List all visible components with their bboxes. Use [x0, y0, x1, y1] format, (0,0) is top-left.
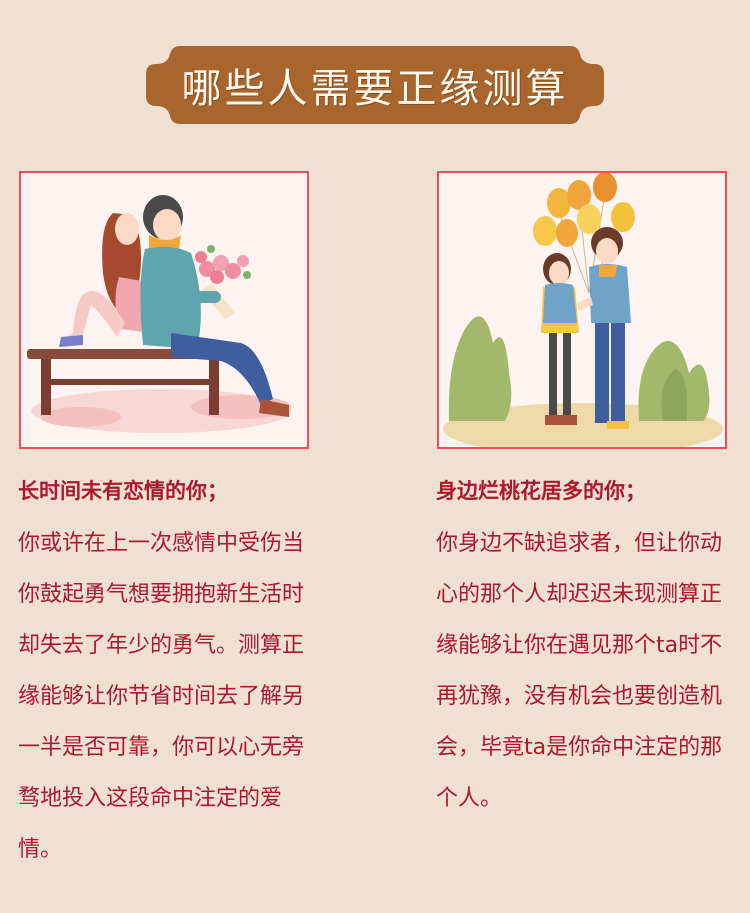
- right-body-text: 你身边不缺追求者，但让你动心的那个人却迟迟未现测算正缘能够让你在遇见那个ta时不…: [436, 531, 723, 811]
- page-title: 哪些人需要正缘测算: [181, 66, 569, 112]
- banner-shape: [146, 46, 604, 124]
- right-column: 身边烂桃花居多的你； 你身边不缺追求者，但让你动心的那个人却迟迟未现测算正缘能够…: [436, 476, 736, 824]
- left-heading: 长时间未有恋情的你；: [18, 479, 228, 503]
- right-heading: 身边烂桃花居多的你；: [436, 479, 646, 503]
- left-column: 长时间未有恋情的你； 你或许在上一次感情中受伤当你鼓起勇气想要拥抱新生活时却失去…: [18, 476, 318, 875]
- couple-with-balloons-illustration: [437, 171, 727, 449]
- couple-on-bench-illustration: [19, 171, 309, 449]
- title-banner: 哪些人需要正缘测算: [142, 42, 608, 128]
- left-body-text: 你或许在上一次感情中受伤当你鼓起勇气想要拥抱新生活时却失去了年少的勇气。测算正缘…: [18, 531, 305, 862]
